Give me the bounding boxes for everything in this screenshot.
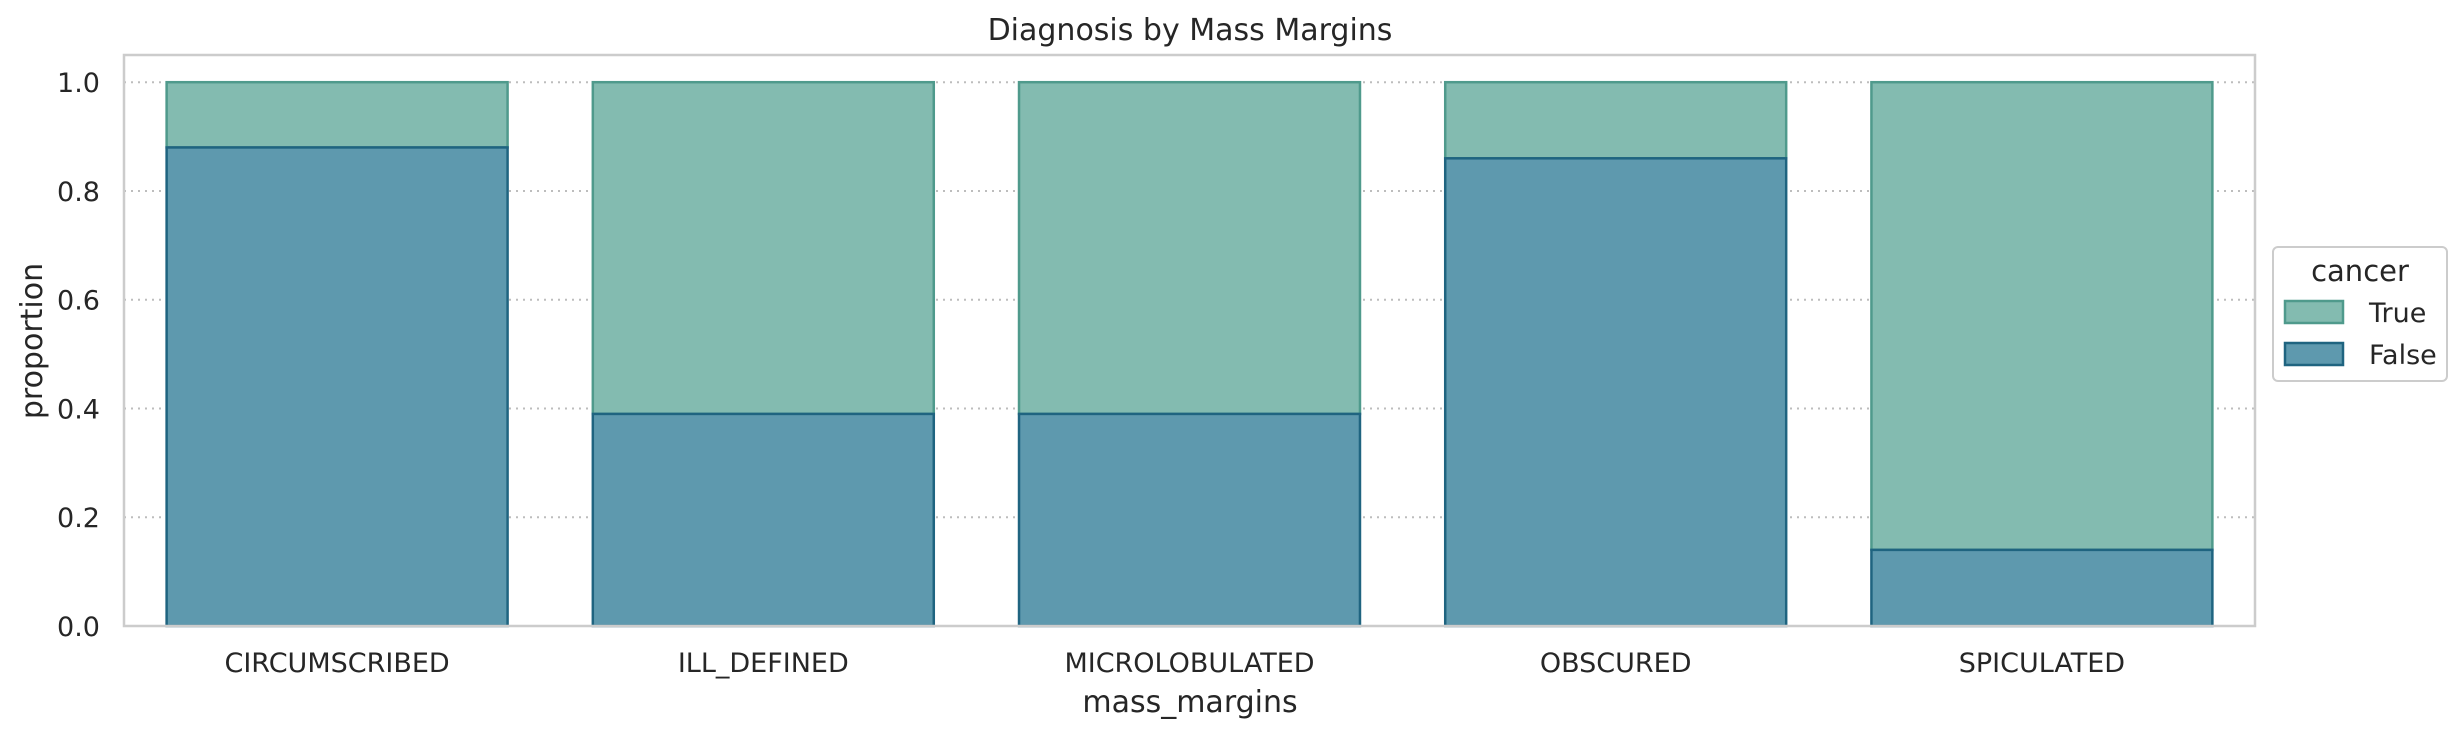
bar-false [1443,157,1788,628]
x-axis-title: mass_margins [1082,685,1297,720]
bar-true [591,80,936,416]
y-tick-label: 0.2 [57,503,100,534]
bar-true [1017,80,1362,416]
y-axis-ticks: 0.0 0.2 0.4 0.6 0.8 1.0 [57,68,100,643]
x-axis-ticks: CIRCUMSCRIBED ILL_DEFINED MICROLOBULATED OB… [224,648,2125,679]
x-tick-label: OBSCURED [1540,648,1692,679]
legend-title: cancer [2311,254,2409,288]
bar-true [1870,80,2214,552]
x-tick-label: SPICULATED [1959,648,2125,679]
chart-title: Diagnosis by Mass Margins [988,13,1393,48]
bar-true [1443,80,1788,160]
bar-false [1017,412,1362,628]
legend-swatch-false [2283,341,2345,367]
x-tick-label: ILL_DEFINED [678,648,849,679]
x-tick-label: MICROLOBULATED [1064,648,1314,679]
y-tick-label: 0.8 [57,177,100,208]
plot-frame [122,53,2257,628]
bar-false [1870,548,2214,628]
bars [165,80,2214,628]
y-tick-label: 1.0 [57,68,100,99]
legend-swatch-true [2283,299,2345,325]
y-tick-label: 0.0 [57,612,100,643]
bar-false [165,146,509,628]
legend: cancer True False [2272,246,2448,382]
legend-label-false: False [2369,340,2437,371]
y-axis-title: proportion [15,263,50,419]
y-tick-label: 0.4 [57,394,100,425]
x-tick-label: CIRCUMSCRIBED [224,648,449,679]
bar-false [591,412,936,628]
bar-true [165,80,509,149]
y-tick-label: 0.6 [57,286,100,317]
legend-label-true: True [2368,298,2426,329]
